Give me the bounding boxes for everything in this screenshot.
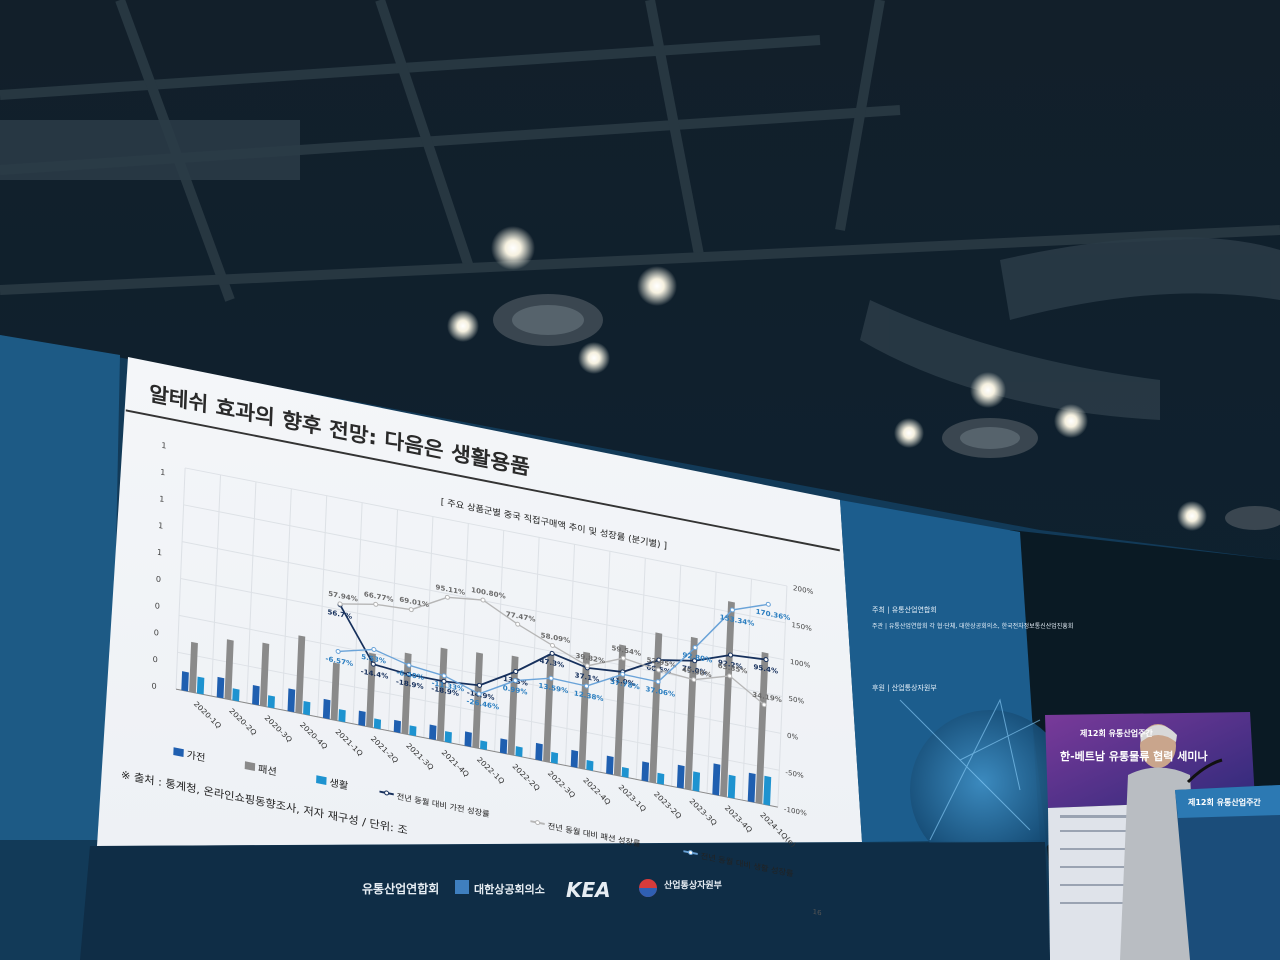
left-backdrop-panel [0, 335, 120, 840]
air-diffusers [493, 294, 1280, 530]
podium-sign [1175, 785, 1280, 818]
ceiling-lights [447, 226, 1207, 531]
globe-network-lines [899, 698, 1041, 841]
ceiling-ducts [0, 120, 1280, 420]
bottom-band [80, 842, 1050, 960]
podium-microphone [1186, 758, 1223, 784]
podium [1175, 785, 1280, 960]
